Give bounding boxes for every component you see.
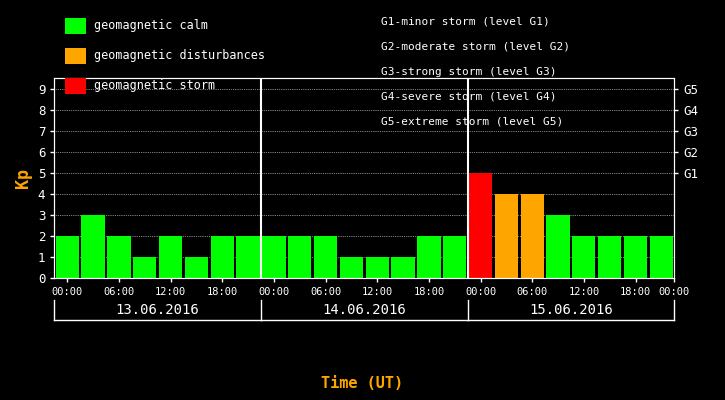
Bar bbox=[624, 236, 647, 278]
Text: 14.06.2016: 14.06.2016 bbox=[323, 303, 406, 317]
Bar bbox=[211, 236, 234, 278]
Bar bbox=[340, 257, 363, 278]
Text: 15.06.2016: 15.06.2016 bbox=[529, 303, 613, 317]
Text: G1-minor storm (level G1): G1-minor storm (level G1) bbox=[381, 17, 550, 27]
Bar bbox=[236, 236, 260, 278]
Bar bbox=[159, 236, 182, 278]
Text: 13.06.2016: 13.06.2016 bbox=[116, 303, 199, 317]
Bar bbox=[469, 173, 492, 278]
Bar bbox=[650, 236, 673, 278]
Text: Time (UT): Time (UT) bbox=[321, 376, 404, 392]
Bar bbox=[418, 236, 441, 278]
Bar bbox=[547, 215, 570, 278]
Bar bbox=[314, 236, 337, 278]
Bar bbox=[521, 194, 544, 278]
Bar bbox=[365, 257, 389, 278]
Bar bbox=[598, 236, 621, 278]
Bar bbox=[288, 236, 311, 278]
Bar bbox=[262, 236, 286, 278]
Y-axis label: Kp: Kp bbox=[14, 168, 33, 188]
Text: geomagnetic storm: geomagnetic storm bbox=[94, 80, 215, 92]
Bar bbox=[494, 194, 518, 278]
Bar bbox=[133, 257, 157, 278]
Text: G2-moderate storm (level G2): G2-moderate storm (level G2) bbox=[381, 42, 570, 52]
Bar bbox=[81, 215, 104, 278]
Text: geomagnetic disturbances: geomagnetic disturbances bbox=[94, 50, 265, 62]
Bar bbox=[56, 236, 79, 278]
Bar bbox=[185, 257, 208, 278]
Text: G3-strong storm (level G3): G3-strong storm (level G3) bbox=[381, 67, 556, 77]
Bar bbox=[107, 236, 130, 278]
Text: G4-severe storm (level G4): G4-severe storm (level G4) bbox=[381, 92, 556, 102]
Text: G5-extreme storm (level G5): G5-extreme storm (level G5) bbox=[381, 116, 563, 126]
Bar bbox=[443, 236, 466, 278]
Bar bbox=[572, 236, 595, 278]
Bar bbox=[392, 257, 415, 278]
Text: geomagnetic calm: geomagnetic calm bbox=[94, 20, 208, 32]
